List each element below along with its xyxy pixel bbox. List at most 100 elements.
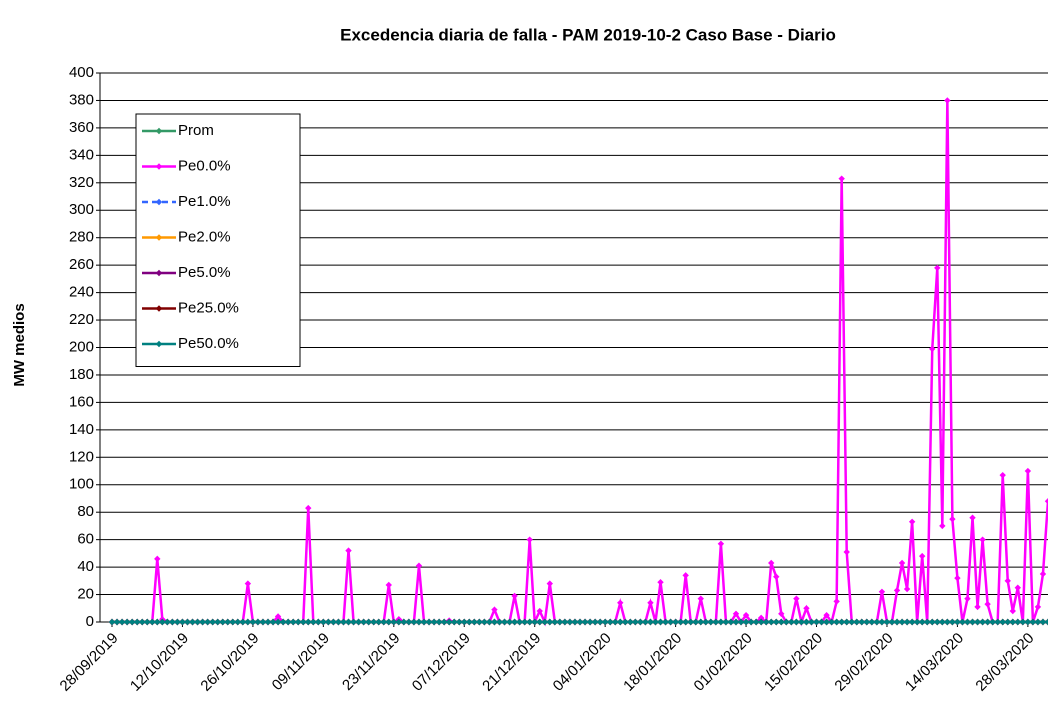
point <box>757 614 765 622</box>
x-tick-label: 15/02/2020 <box>761 630 826 695</box>
y-tick-label: 280 <box>69 229 94 246</box>
point <box>677 618 684 626</box>
point <box>632 618 639 626</box>
point <box>481 618 488 626</box>
point <box>556 618 564 626</box>
legend-label: Pe50.0% <box>178 335 239 352</box>
x-tick-label: 07/12/2019 <box>409 630 474 695</box>
point <box>999 471 1006 479</box>
point <box>209 618 216 626</box>
point <box>823 611 830 619</box>
y-tick-label: 340 <box>69 146 94 163</box>
point <box>345 547 352 554</box>
point <box>747 618 755 626</box>
point <box>229 618 236 626</box>
point <box>934 264 941 272</box>
point <box>667 618 674 626</box>
point <box>274 618 282 626</box>
point <box>903 618 911 626</box>
point <box>601 618 609 626</box>
point <box>1024 618 1032 626</box>
x-tick-label: 12/10/2019 <box>127 630 192 695</box>
point <box>496 618 503 626</box>
point <box>1039 570 1047 578</box>
point <box>722 618 730 626</box>
y-tick-label: 40 <box>77 558 94 575</box>
point <box>818 618 825 626</box>
point <box>284 618 292 626</box>
point <box>979 618 986 626</box>
point <box>913 618 921 626</box>
point <box>138 618 146 626</box>
point <box>586 618 594 626</box>
point <box>546 618 554 626</box>
point <box>224 618 231 626</box>
point <box>476 618 483 626</box>
point <box>989 618 996 626</box>
point <box>461 618 468 626</box>
point <box>1044 498 1048 505</box>
point <box>612 618 619 626</box>
point <box>370 618 377 626</box>
x-tick-label: 28/09/2019 <box>57 630 122 695</box>
point <box>893 587 901 594</box>
point <box>445 618 453 626</box>
point <box>395 618 403 626</box>
point <box>652 618 659 626</box>
point <box>606 618 614 626</box>
point <box>1014 618 1022 626</box>
point <box>345 618 352 626</box>
point <box>179 618 186 626</box>
point <box>254 618 262 626</box>
point <box>994 618 1001 626</box>
point <box>793 618 800 626</box>
point <box>219 618 226 626</box>
point <box>642 618 649 626</box>
point <box>712 618 720 626</box>
point <box>803 605 810 612</box>
point <box>939 618 946 626</box>
point <box>984 618 991 626</box>
point <box>637 618 644 626</box>
point <box>964 618 971 626</box>
x-tick-label: 01/02/2020 <box>691 630 756 695</box>
point <box>702 618 710 626</box>
point <box>898 559 906 567</box>
point <box>581 618 589 626</box>
point <box>969 618 976 626</box>
point <box>516 618 523 626</box>
point <box>903 585 911 593</box>
point <box>174 618 181 626</box>
point <box>491 606 498 613</box>
point <box>908 518 916 526</box>
point <box>149 618 156 626</box>
x-tick-label: 29/02/2020 <box>831 630 896 695</box>
point <box>878 588 886 596</box>
point <box>405 618 413 626</box>
point <box>214 618 221 626</box>
y-tick-label: 20 <box>77 586 94 603</box>
point <box>375 618 382 626</box>
point <box>325 618 332 626</box>
point <box>1034 603 1042 611</box>
legend-marker <box>155 198 163 206</box>
point <box>566 618 574 626</box>
legend-label: Pe1.0% <box>178 193 231 210</box>
y-tick-label: 360 <box>69 119 94 136</box>
point <box>244 618 252 626</box>
point <box>269 618 277 626</box>
point <box>964 595 971 602</box>
point <box>466 618 473 626</box>
point <box>773 573 780 580</box>
point <box>400 618 408 626</box>
point <box>536 618 543 626</box>
point <box>199 618 206 626</box>
point <box>486 618 493 626</box>
point <box>647 618 654 626</box>
point <box>118 618 126 626</box>
x-tick-label: 23/11/2019 <box>339 630 403 694</box>
point <box>456 618 463 626</box>
point <box>762 618 770 626</box>
point <box>934 618 941 626</box>
point <box>793 595 800 602</box>
